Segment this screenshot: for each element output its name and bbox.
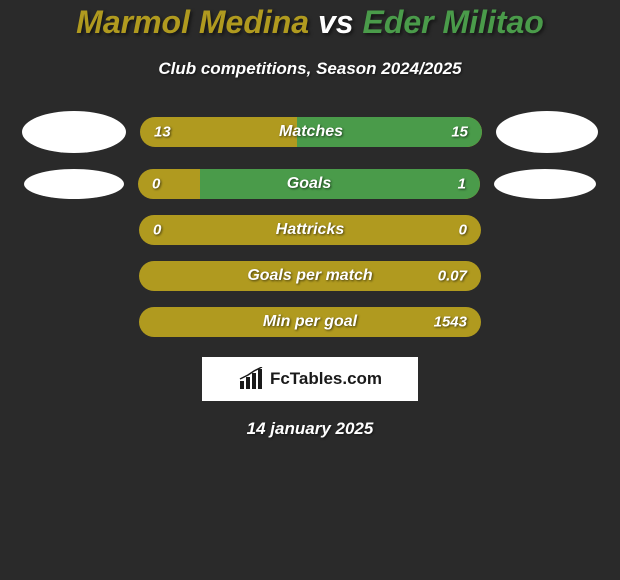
stat-label: Matches — [279, 123, 343, 141]
stat-value-left: 13 — [154, 124, 171, 141]
subtitle: Club competitions, Season 2024/2025 — [0, 59, 620, 79]
stat-bar: 0 0 Hattricks — [139, 215, 481, 245]
stat-row: 0 1 Goals — [0, 169, 620, 199]
player-left-avatar — [22, 111, 126, 153]
stat-value-left: 0 — [152, 176, 160, 193]
stat-bar: 13 15 Matches — [140, 117, 482, 147]
logo-text: FcTables.com — [270, 369, 382, 389]
stat-value-right: 15 — [451, 124, 468, 141]
bar-fill-right — [200, 169, 480, 199]
stat-row: 0 0 Hattricks — [0, 215, 620, 245]
player-left-avatar — [24, 169, 124, 199]
stat-row: 13 15 Matches — [0, 111, 620, 153]
stat-bar: 1543 Min per goal — [139, 307, 481, 337]
stat-bar: 0.07 Goals per match — [139, 261, 481, 291]
stat-row: 1543 Min per goal — [0, 307, 620, 337]
bar-chart-icon — [238, 367, 266, 391]
fctables-logo[interactable]: FcTables.com — [202, 357, 418, 401]
date-label: 14 january 2025 — [0, 419, 620, 439]
stat-label: Goals — [287, 175, 331, 193]
player-right-avatar — [496, 111, 598, 153]
stat-label: Min per goal — [263, 313, 357, 331]
stat-row: 0.07 Goals per match — [0, 261, 620, 291]
stat-value-right: 1543 — [434, 314, 467, 331]
player-right-avatar — [494, 169, 596, 199]
stat-label: Hattricks — [276, 221, 344, 239]
stat-value-right: 1 — [458, 176, 466, 193]
stat-value-right: 0 — [459, 222, 467, 239]
stat-value-left: 0 — [153, 222, 161, 239]
page-title: Marmol Medina vs Eder Militao — [0, 4, 620, 41]
stat-label: Goals per match — [247, 267, 372, 285]
stat-value-right: 0.07 — [438, 268, 467, 285]
stat-bar: 0 1 Goals — [138, 169, 480, 199]
